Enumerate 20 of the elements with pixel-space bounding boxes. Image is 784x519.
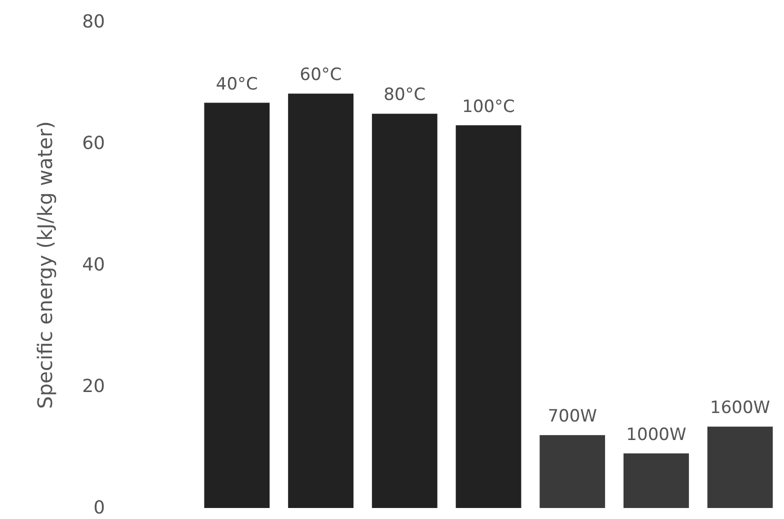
y-tick-label: 20 xyxy=(82,376,105,397)
x-tick-label: 1600W xyxy=(710,398,770,418)
x-tick-label: 40°C xyxy=(216,74,258,94)
y-tick-label: 40 xyxy=(82,254,105,276)
bar xyxy=(372,114,438,508)
y-tick-label: 80 xyxy=(82,12,105,32)
x-tick-label: 1000W xyxy=(626,424,686,445)
bar xyxy=(288,94,354,508)
x-tick-label: 80°C xyxy=(384,85,426,106)
x-tick-label: 60°C xyxy=(300,65,342,86)
x-tick-label: 700W xyxy=(548,406,598,427)
y-axis-title: Specific energy (kJ/kg water) xyxy=(33,121,57,409)
bar xyxy=(707,426,773,508)
bar xyxy=(624,453,689,508)
y-tick-label: 0 xyxy=(94,498,105,518)
bar xyxy=(204,102,270,508)
bar xyxy=(456,125,522,508)
bar xyxy=(540,435,606,508)
x-tick-label: 100°C xyxy=(462,96,515,117)
y-tick-label: 60 xyxy=(82,133,105,154)
